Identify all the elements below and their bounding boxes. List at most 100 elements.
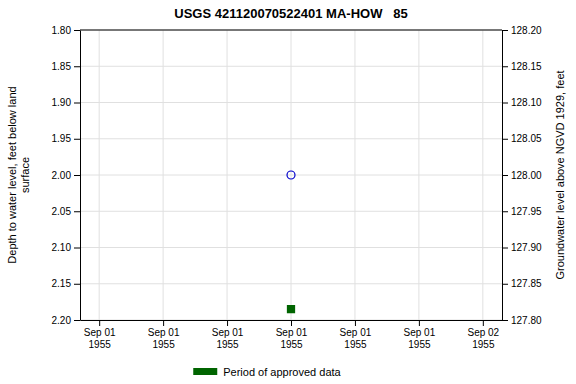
y2-tick-mark <box>502 284 508 285</box>
x-tick-label: Sep 011955 <box>340 327 372 350</box>
y-tick-label: 2.20 <box>52 315 72 326</box>
y2-tick-mark <box>502 211 508 212</box>
grid-line <box>80 30 502 31</box>
x-tick: Sep 021955 <box>467 320 499 350</box>
y-tick-label: 1.85 <box>52 61 72 72</box>
y2-tick: 128.05 <box>502 133 542 144</box>
y-tick: 1.95 <box>52 133 80 144</box>
y-tick: 2.05 <box>52 206 80 217</box>
y-tick: 2.00 <box>52 170 80 181</box>
y-axis: 1.80 1.85 1.90 1.95 2.00 2.05 2.10 2.15 2.20 <box>52 25 81 326</box>
y-tick-mark <box>74 175 80 176</box>
y2-tick: 127.90 <box>502 242 542 253</box>
y2-tick-mark <box>502 66 508 67</box>
y2-tick: 128.00 <box>502 170 542 181</box>
y-tick-mark <box>74 248 80 249</box>
x-tick-label: Sep 011955 <box>84 327 116 350</box>
y-tick-mark <box>74 103 80 104</box>
y-tick-mark <box>74 284 80 285</box>
x-axis: Sep 011955 Sep 011955 Sep 011955 Sep 011955… <box>81 320 503 350</box>
marks <box>287 171 295 313</box>
legend-swatch <box>193 368 217 375</box>
y2-tick: 127.80 <box>502 315 542 326</box>
grid-line <box>418 30 419 320</box>
legend-item: Period of approved data <box>193 366 341 378</box>
x-tick-mark <box>163 320 164 326</box>
grid-line <box>99 30 100 320</box>
x-tick: Sep 011955 <box>84 320 116 350</box>
x-tick: Sep 011955 <box>340 320 372 350</box>
y2-tick-mark <box>502 30 508 31</box>
y2-tick-label: 128.20 <box>511 25 542 36</box>
y2-tick-mark <box>502 248 508 249</box>
x-tick-mark <box>483 320 484 326</box>
y-tick-label: 2.05 <box>52 206 72 217</box>
x-tick-mark <box>99 320 100 326</box>
y2-tick: 128.15 <box>502 61 542 72</box>
y-tick: 2.10 <box>52 242 80 253</box>
y-tick-label: 2.00 <box>52 170 72 181</box>
y2-tick-mark <box>502 103 508 104</box>
x-tick-label: Sep 011955 <box>404 327 436 350</box>
y2-tick: 128.10 <box>502 97 542 108</box>
point <box>287 171 295 179</box>
y2-axis-title: Groundwater level above NGVD 1929, feet <box>554 70 566 279</box>
y-axis-line <box>80 31 81 321</box>
y2-tick-label: 127.85 <box>511 278 542 289</box>
x-tick: Sep 011955 <box>212 320 244 350</box>
x-tick-mark <box>355 320 356 326</box>
y-tick: 2.15 <box>52 278 80 289</box>
y-tick-label: 1.90 <box>52 97 72 108</box>
y-tick: 1.90 <box>52 97 80 108</box>
y2-tick-label: 127.90 <box>511 242 542 253</box>
y2-tick: 128.20 <box>502 25 542 36</box>
y-tick-mark <box>74 139 80 140</box>
y-tick-mark <box>74 66 80 67</box>
y-tick: 1.80 <box>52 25 80 36</box>
grid-line <box>482 30 483 320</box>
x-tick-label: Sep 011955 <box>212 327 244 350</box>
grid-line <box>163 30 164 320</box>
x-tick: Sep 011955 <box>276 320 308 350</box>
grid-line <box>227 30 228 320</box>
grid-line <box>291 30 292 320</box>
legend: Period of approved data <box>193 366 341 378</box>
y-tick-label: 1.80 <box>52 25 72 36</box>
x-tick-mark <box>227 320 228 326</box>
y2-tick-mark <box>502 139 508 140</box>
x-tick-mark <box>291 320 292 326</box>
y-tick-mark <box>74 211 80 212</box>
point <box>287 306 294 313</box>
grid-line <box>354 30 355 320</box>
legend-label: Period of approved data <box>223 366 341 378</box>
x-tick: Sep 011955 <box>404 320 436 350</box>
y2-tick-mark <box>502 175 508 176</box>
x-tick-label: Sep 011955 <box>148 327 180 350</box>
y2-tick-label: 127.95 <box>511 206 542 217</box>
y-tick: 1.85 <box>52 61 80 72</box>
y2-tick-label: 128.15 <box>511 61 542 72</box>
x-tick: Sep 011955 <box>148 320 180 350</box>
y-axis-title: Depth to water level, feet below landsur… <box>6 86 31 263</box>
y2-tick-label: 128.05 <box>511 133 542 144</box>
y-tick-label: 2.15 <box>52 278 72 289</box>
y2-tick-mark <box>502 320 508 321</box>
y-tick-label: 2.10 <box>52 242 72 253</box>
chart: Sep 011955 Sep 011955 Sep 011955 Sep 011955… <box>0 0 576 384</box>
grid <box>80 30 502 320</box>
y-tick-mark <box>74 320 80 321</box>
y-tick-label: 1.95 <box>52 133 72 144</box>
y2-tick-label: 128.00 <box>511 170 542 181</box>
x-tick-label: Sep 021955 <box>467 327 499 350</box>
x-tick-label: Sep 011955 <box>276 327 308 350</box>
title: USGS 421120070522401 MA-HOW 85 <box>174 6 407 21</box>
frame <box>80 30 502 31</box>
x-tick-mark <box>419 320 420 326</box>
y-tick-mark <box>74 30 80 31</box>
y2-tick: 127.95 <box>502 206 542 217</box>
y2-tick-label: 128.10 <box>511 97 542 108</box>
y2-axis: 128.20 128.15 128.10 128.05 128.00 127.95 127.… <box>502 25 542 326</box>
plot-area: Sep 011955 Sep 011955 Sep 011955 Sep 011955… <box>52 25 542 350</box>
y-tick: 2.20 <box>52 315 80 326</box>
y2-tick-label: 127.80 <box>511 315 542 326</box>
